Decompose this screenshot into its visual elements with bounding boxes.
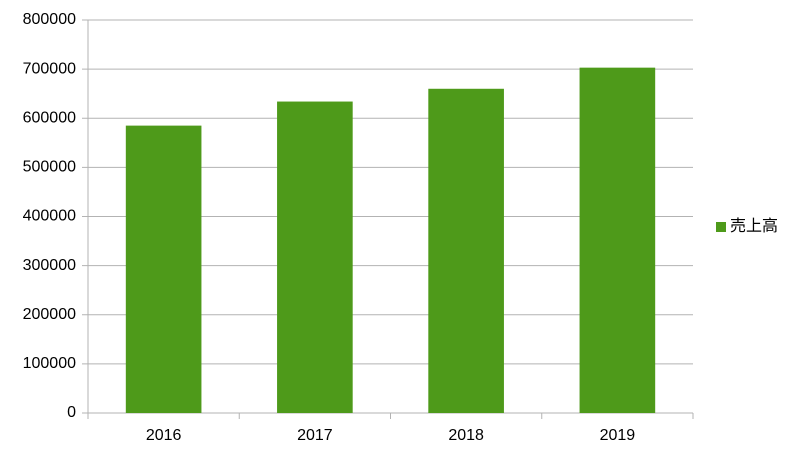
y-tick-label: 500000 <box>23 159 76 176</box>
y-tick-label: 800000 <box>23 11 76 28</box>
bar <box>428 88 504 414</box>
y-tick-label: 200000 <box>23 306 76 323</box>
x-tick-label: 2018 <box>448 427 484 444</box>
bar <box>125 125 202 414</box>
y-tick-label: 700000 <box>23 60 76 77</box>
legend-label: 売上高 <box>730 217 778 235</box>
y-tick-label: 600000 <box>23 109 76 126</box>
bar <box>277 101 353 414</box>
y-tick-label: 100000 <box>23 355 76 372</box>
y-tick-label: 0 <box>67 404 76 421</box>
bar <box>579 67 656 414</box>
y-tick-label: 400000 <box>23 208 76 225</box>
y-tick-label: 300000 <box>23 257 76 274</box>
legend-swatch <box>716 222 726 232</box>
x-tick-label: 2017 <box>297 427 333 444</box>
x-tick-label: 2016 <box>146 427 182 444</box>
x-tick-label: 2019 <box>600 427 636 444</box>
